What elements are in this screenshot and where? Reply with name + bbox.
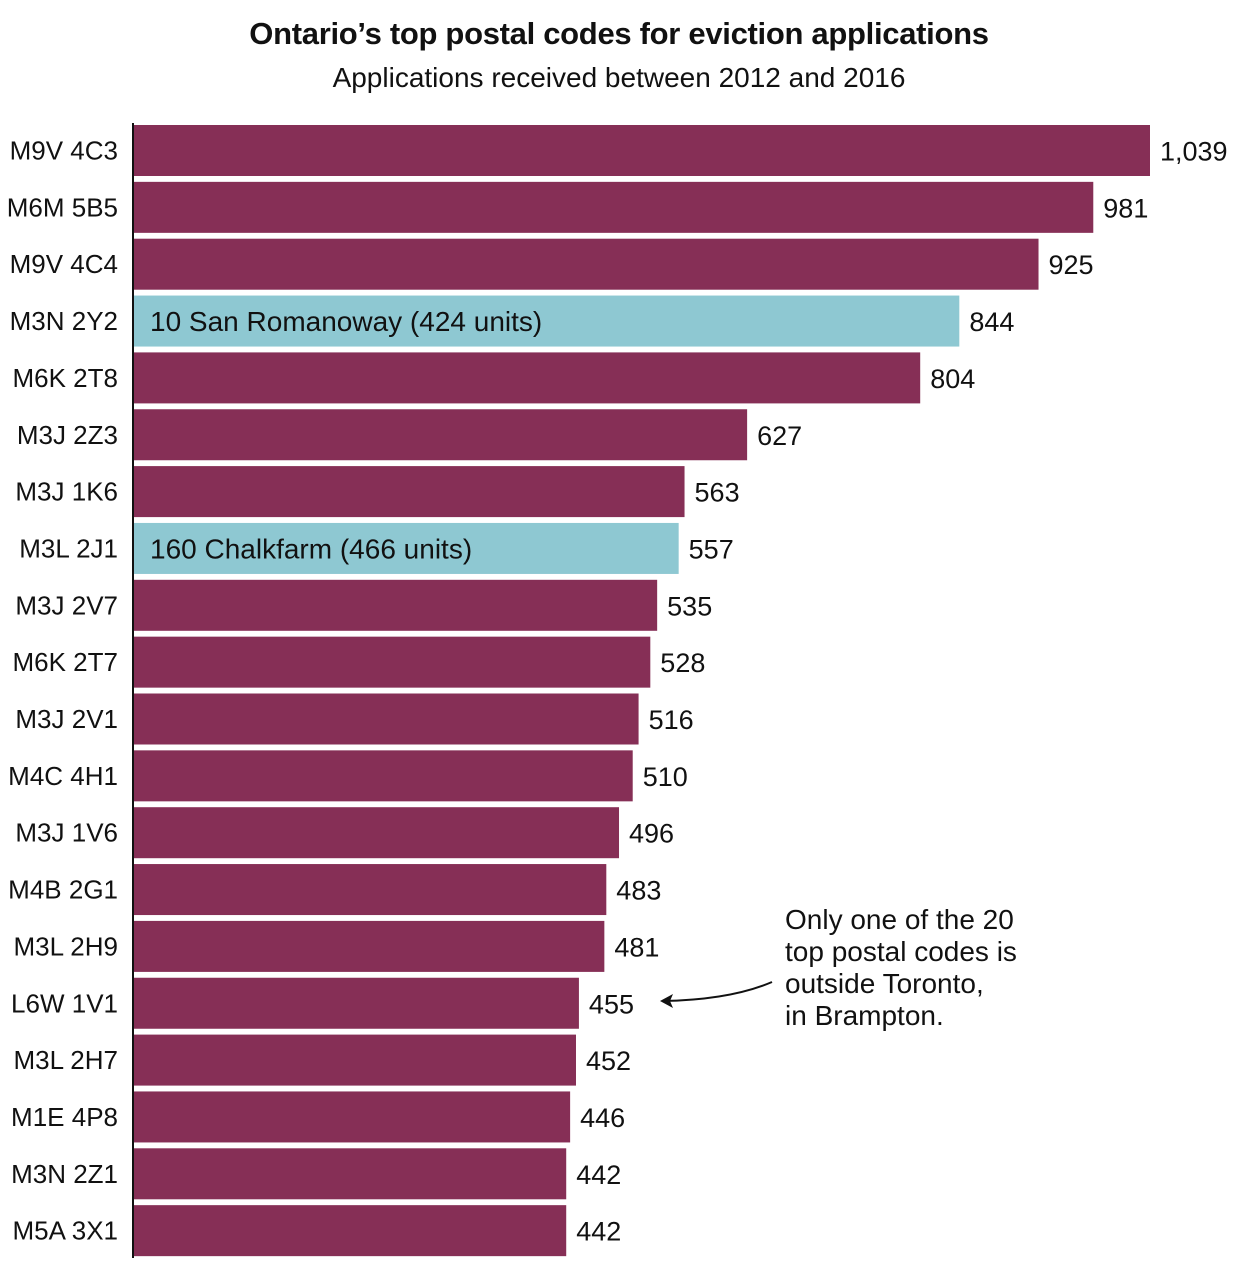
bar-m3l-2h7 (134, 1034, 576, 1086)
bar-m3l-2h9 (134, 920, 605, 972)
value-label: 981 (1103, 193, 1148, 223)
bar-m3j-2v7 (134, 579, 658, 631)
value-label: 844 (969, 307, 1014, 337)
bar-m5a-3x1 (134, 1205, 567, 1257)
category-label: M3L 2H7 (13, 1045, 118, 1075)
category-label: M6K 2T8 (13, 363, 119, 393)
chart-title: Ontario’s top postal codes for eviction … (249, 16, 989, 51)
bar-m3j-2v1 (134, 693, 639, 745)
bar-m3j-2z3 (134, 409, 748, 461)
value-label: 442 (576, 1217, 621, 1247)
category-label: L6W 1V1 (11, 988, 118, 1018)
value-label: 455 (589, 989, 634, 1019)
value-label: 528 (660, 648, 705, 678)
bar-m9v-4c3 (134, 125, 1150, 176)
bars: M9V 4C3 1,039 M6M 5B5 981 M9V 4C4 925 M3N 2Y2 8… (7, 125, 1228, 1257)
annotation-line: in Brampton. (785, 1000, 944, 1031)
value-label: 483 (616, 876, 661, 906)
category-label: M3N 2Z1 (11, 1159, 118, 1189)
category-label: M3L 2J1 (19, 533, 118, 563)
bar-l6w-1v1 (134, 977, 579, 1029)
inbar-label: 10 San Romanoway (424 units) (150, 306, 542, 337)
category-label: M3J 2V1 (15, 704, 118, 734)
annotation: Only one of the 20 top postal codes is o… (785, 904, 1045, 1032)
value-label: 535 (667, 591, 712, 621)
category-label: M3J 1K6 (15, 477, 118, 507)
bar-m4c-4h1 (134, 750, 633, 802)
category-label: M3L 2H9 (13, 931, 118, 961)
category-label: M1E 4P8 (11, 1102, 118, 1132)
annotation-arrowhead (660, 994, 673, 1008)
value-label: 1,039 (1160, 137, 1228, 167)
annotation-arrow (661, 981, 773, 1002)
bar-m3l-2j1 (134, 522, 679, 574)
value-label: 496 (629, 819, 674, 849)
annotation-line: top postal codes is (785, 936, 1017, 967)
category-label: M9V 4C4 (10, 249, 118, 279)
value-label: 516 (649, 705, 694, 735)
bar-m4b-2g1 (134, 864, 607, 916)
value-label: 481 (614, 932, 659, 962)
chart-subtitle: Applications received between 2012 and 2… (332, 62, 906, 93)
category-label: M3J 2Z3 (17, 420, 118, 450)
value-label: 627 (757, 421, 802, 451)
value-label: 452 (586, 1046, 631, 1076)
value-label: 510 (643, 762, 688, 792)
bar-m9v-4c4 (134, 238, 1039, 290)
value-label: 557 (689, 534, 734, 564)
bar-m3n-2z1 (134, 1148, 567, 1200)
category-label: M3J 2V7 (15, 590, 118, 620)
bar-m3j-1v6 (134, 807, 620, 859)
category-label: M9V 4C3 (10, 136, 118, 166)
inbar-label: 160 Chalkfarm (466 units) (150, 533, 472, 564)
category-label: M4C 4H1 (8, 761, 118, 791)
annotation-line: outside Toronto, (785, 968, 984, 999)
value-label: 925 (1049, 250, 1094, 280)
value-label: 804 (930, 364, 975, 394)
category-label: M3J 1V6 (15, 818, 118, 848)
bar-m6m-5b5 (134, 181, 1094, 233)
category-label: M5A 3X1 (12, 1216, 118, 1246)
category-label: M4B 2G1 (8, 875, 118, 905)
value-label: 446 (580, 1103, 625, 1133)
bar-m1e-4p8 (134, 1091, 571, 1143)
bar-m6k-2t8 (134, 352, 921, 404)
bar-m3n-2y2 (134, 295, 960, 347)
category-label: M6M 5B5 (7, 192, 118, 222)
category-label: M3N 2Y2 (10, 306, 118, 336)
annotation-line: Only one of the 20 (785, 904, 1014, 935)
value-label: 563 (695, 478, 740, 508)
bar-m6k-2t7 (134, 636, 651, 688)
value-label: 442 (576, 1160, 621, 1190)
category-label: M6K 2T7 (13, 647, 119, 677)
bar-m3j-1k6 (134, 466, 685, 518)
